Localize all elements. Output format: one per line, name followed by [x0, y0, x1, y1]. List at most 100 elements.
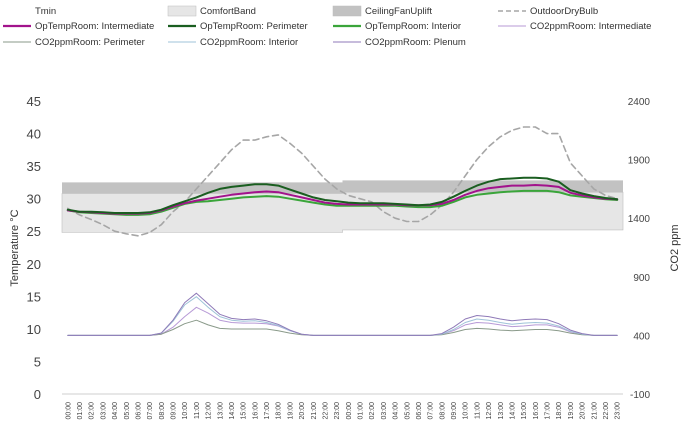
x-tick-label: 16:00 — [252, 402, 259, 420]
x-tick-label: 14:00 — [229, 402, 236, 420]
legend-item: OpTempRoom: Perimeter — [168, 21, 308, 32]
x-tick-label: 18:00 — [556, 402, 563, 420]
legend-label: CO2ppmRoom: Intermediate — [530, 21, 651, 32]
x-tick-label: 00:00 — [346, 402, 353, 420]
legend-item: Tmin — [35, 6, 56, 17]
y-tick-label: 45 — [27, 94, 41, 109]
x-tick-label: 21:00 — [311, 402, 318, 420]
x-tick-label: 02:00 — [369, 402, 376, 420]
x-tick-label: 22:00 — [322, 402, 329, 420]
y2-tick-label: 900 — [633, 273, 650, 284]
y-tick-label: 10 — [27, 322, 41, 337]
legend-item: CO2ppmRoom: Intermediate — [498, 21, 651, 32]
x-tick-label: 19:00 — [287, 402, 294, 420]
x-tick-label: 12:00 — [206, 402, 213, 420]
legend-item: ComfortBand — [167, 5, 256, 17]
legend-item: OutdoorDryBulb — [498, 6, 598, 17]
x-tick-label: 05:00 — [404, 402, 411, 420]
legend-label: OpTempRoom: Intermediate — [35, 21, 154, 32]
legend-label: CeilingFanUplift — [365, 6, 432, 17]
y2-axis-title: CO2 ppm — [669, 224, 681, 271]
x-tick-label: 11:00 — [474, 402, 481, 419]
x-tick-label: 08:00 — [439, 402, 446, 420]
legend: Tmin ComfortBand CeilingFanUplift OutdoorDr… — [3, 5, 651, 48]
y2-tick-label: 1400 — [628, 214, 651, 225]
y2-tick-label: -100 — [630, 390, 650, 401]
x-tick-label: 20:00 — [299, 402, 306, 420]
x-tick-label: 13:00 — [217, 402, 224, 420]
legend-item: CO2ppmRoom: Plenum — [333, 37, 466, 48]
x-tick-label: 03:00 — [381, 402, 388, 420]
x-tick-label: 15:00 — [241, 402, 248, 420]
legend-label: OpTempRoom: Perimeter — [200, 21, 308, 32]
series-line-optemproom-perimeter — [66, 176, 619, 214]
x-tick-label: 10:00 — [463, 402, 470, 420]
x-tick-label: 14:00 — [509, 402, 516, 420]
legend-swatch — [332, 5, 362, 17]
legend-label: OutdoorDryBulb — [530, 6, 598, 17]
series-line-co2ppmroom-plenum — [67, 292, 618, 336]
y-tick-label: 40 — [27, 127, 41, 142]
y-tick-label: 20 — [27, 257, 41, 272]
x-tick-label: 15:00 — [521, 402, 528, 420]
y-tick-label: 0 — [34, 387, 41, 402]
x-tick-label: 06:00 — [416, 402, 423, 420]
x-tick-label: 20:00 — [580, 402, 587, 420]
x-tick-label: 05:00 — [124, 402, 131, 420]
x-tick-label: 02:00 — [89, 402, 96, 420]
legend-label: CO2ppmRoom: Interior — [200, 37, 298, 48]
x-tick-label: 06:00 — [135, 402, 142, 420]
x-tick-label: 07:00 — [428, 402, 435, 420]
legend-item: CO2ppmRoom: Interior — [168, 37, 298, 48]
series — [66, 126, 619, 336]
y-tick-label: 25 — [27, 224, 41, 239]
x-tick-label: 00:00 — [65, 402, 72, 420]
x-tick-label: 11:00 — [194, 402, 201, 419]
legend-item: CeilingFanUplift — [332, 5, 432, 17]
x-tick-label: 04:00 — [112, 402, 119, 420]
legend-item: OpTempRoom: Interior — [333, 21, 461, 32]
x-tick-label: 17:00 — [264, 402, 271, 420]
x-tick-label: 17:00 — [545, 402, 552, 420]
legend-item: CO2ppmRoom: Perimeter — [3, 37, 145, 48]
x-tick-label: 19:00 — [568, 402, 575, 420]
legend-label: Tmin — [35, 6, 56, 17]
y2-tick-label: 1900 — [628, 156, 651, 167]
x-tick-label: 12:00 — [486, 402, 493, 420]
x-tick-label: 03:00 — [100, 402, 107, 420]
x-tick-label: 09:00 — [171, 402, 178, 420]
legend-label: OpTempRoom: Interior — [365, 21, 461, 32]
x-tick-label: 08:00 — [159, 402, 166, 420]
x-tick-label: 04:00 — [393, 402, 400, 420]
legend-label: ComfortBand — [200, 6, 256, 17]
x-tick-label: 13:00 — [498, 402, 505, 420]
legend-label: CO2ppmRoom: Perimeter — [35, 37, 145, 48]
x-tick-label: 09:00 — [451, 402, 458, 420]
y2-tick-label: 400 — [633, 331, 650, 342]
x-tick-label: 23:00 — [615, 402, 622, 420]
y-tick-label: 35 — [27, 159, 41, 174]
x-tick-label: 18:00 — [276, 402, 283, 420]
x-tick-label: 07:00 — [147, 402, 154, 420]
x-tick-label: 23:00 — [334, 402, 341, 420]
series-line-co2ppmroom-intermediate — [67, 306, 618, 336]
series-line-outdoordrybulb — [67, 126, 619, 237]
x-tick-label: 01:00 — [77, 402, 84, 420]
y-tick-label: 5 — [34, 354, 41, 369]
series-line-optemproom-interior — [66, 189, 619, 216]
x-tick-label: 10:00 — [182, 402, 189, 420]
x-tick-label: 16:00 — [533, 402, 540, 420]
x-tick-label: 22:00 — [603, 402, 610, 420]
x-tick-label: 01:00 — [358, 402, 365, 420]
axis-labels: 0 5 10 15 20 25 30 35 40 45 -100 400 900 1400 1900 2400… — [9, 94, 681, 420]
x-tick-label: 21:00 — [591, 402, 598, 420]
y2-tick-label: 2400 — [628, 97, 651, 108]
y-tick-label: 30 — [27, 192, 41, 207]
legend-label: CO2ppmRoom: Plenum — [365, 37, 466, 48]
legend-item: OpTempRoom: Intermediate — [3, 21, 154, 32]
y-tick-label: 15 — [27, 289, 41, 304]
legend-swatch — [167, 5, 197, 17]
y-axis-title: Temperature °C — [9, 209, 21, 286]
